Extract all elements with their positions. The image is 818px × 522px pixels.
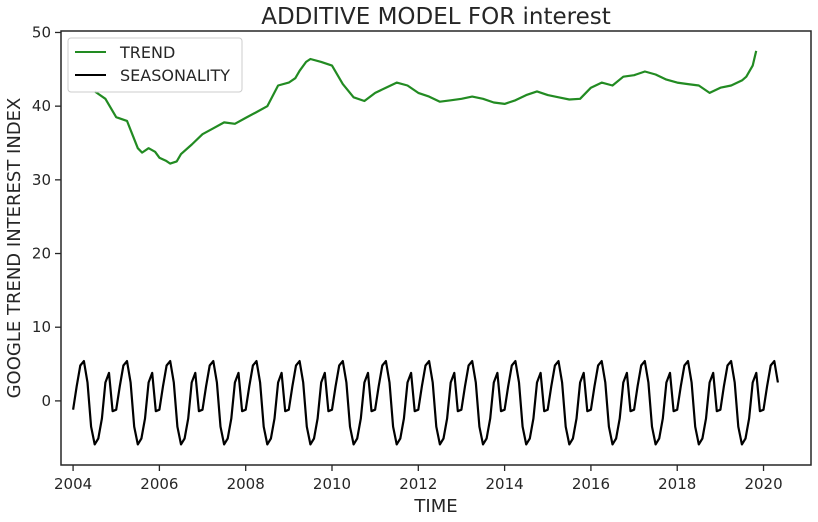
series-layer: [72, 50, 779, 446]
y-axis-title: GOOGLE TREND INTEREST INDEX: [4, 98, 25, 399]
x-tick-label: 2012: [399, 475, 437, 493]
y-tick-label: 10: [32, 318, 51, 336]
x-tick-label: 2010: [313, 475, 351, 493]
y-tick-label: 50: [32, 23, 51, 41]
x-tick-label: 2008: [227, 475, 265, 493]
y-tick-label: 40: [32, 97, 51, 115]
x-tick-label: 2004: [54, 475, 92, 493]
x-tick-label: 2014: [486, 475, 524, 493]
legend: TREND SEASONALITY: [67, 37, 243, 93]
y-tick-label: 30: [32, 171, 51, 189]
trend-line: [94, 50, 758, 165]
x-axis: 2004 2006 2008 2010 2012 2014 2016 2018 2020: [54, 465, 783, 493]
x-tick-label: 2020: [744, 475, 782, 493]
x-tick-label: 2006: [140, 475, 178, 493]
plot-frame: [60, 30, 812, 466]
legend-box: [67, 37, 243, 93]
x-tick-label: 2018: [658, 475, 696, 493]
y-axis: 0 10 20 30 40 50: [32, 23, 61, 410]
legend-label-seasonality: SEASONALITY: [120, 66, 230, 85]
x-axis-title: TIME: [413, 496, 457, 517]
y-tick-label: 20: [32, 245, 51, 263]
legend-label-trend: TREND: [119, 43, 175, 62]
chart-title: ADDITIVE MODEL FOR interest: [261, 4, 611, 30]
x-tick-label: 2016: [572, 475, 610, 493]
y-tick-label: 0: [41, 392, 51, 410]
seasonality-line: [72, 360, 779, 446]
